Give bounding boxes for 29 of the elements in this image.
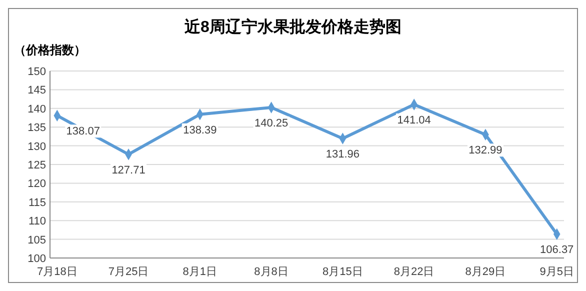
data-label: 132.99 <box>468 144 502 157</box>
y-tick-label: 100 <box>28 253 46 265</box>
data-label: 138.07 <box>66 126 100 138</box>
data-label: 127.71 <box>112 164 146 176</box>
y-tick-label: 105 <box>28 234 46 246</box>
x-tick-label: 8月8日 <box>254 266 288 278</box>
chart-title: 近8周辽宁水果批发价格走势图 <box>184 17 402 36</box>
y-tick-label: 110 <box>28 216 46 228</box>
x-tick-label: 8月22日 <box>394 266 434 278</box>
data-label: 138.39 <box>183 124 217 136</box>
y-tick-label: 135 <box>28 122 46 134</box>
y-axis-title: （价格指数） <box>14 43 86 57</box>
y-tick-label: 130 <box>28 140 46 153</box>
y-tick-label: 140 <box>28 103 46 116</box>
y-tick-label: 115 <box>28 196 46 209</box>
x-tick-label: 8月29日 <box>465 266 506 278</box>
x-tick-label: 9月5日 <box>540 266 574 278</box>
x-tick-label: 8月15日 <box>322 266 363 278</box>
x-tick-label: 7月25日 <box>108 266 149 278</box>
x-tick-label: 7月18日 <box>36 266 78 278</box>
x-tick-label: 8月1日 <box>182 266 218 278</box>
data-label: 131.96 <box>326 148 360 160</box>
y-tick-label: 125 <box>28 160 46 172</box>
data-label: 141.04 <box>397 114 431 127</box>
y-tick-label: 120 <box>28 178 46 190</box>
data-label: 106.37 <box>540 244 574 256</box>
y-tick-label: 145 <box>28 84 46 97</box>
y-tick-label: 150 <box>28 66 46 78</box>
data-label: 140.25 <box>254 117 288 130</box>
